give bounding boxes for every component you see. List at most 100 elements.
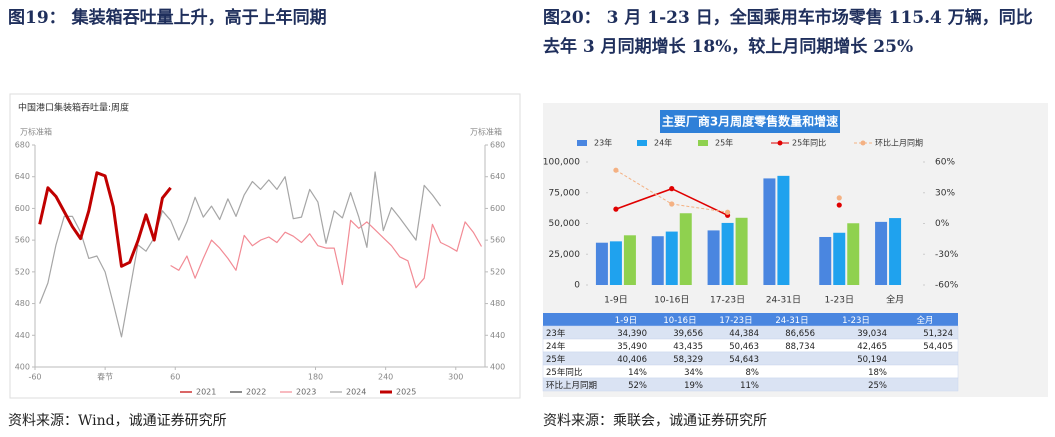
- series-line: [39, 171, 442, 338]
- source: 资料来源：乘联会，诚通证券研究所: [543, 413, 767, 429]
- bar: [833, 232, 846, 285]
- series-line: [170, 219, 483, 289]
- x-tick-label: 17-23日: [710, 295, 745, 306]
- table-row-label: 25年同比: [546, 367, 582, 378]
- table-header-cell: 1-23日: [842, 316, 870, 326]
- point: [836, 202, 842, 208]
- table-cell: 39,034: [857, 329, 887, 339]
- series-line: [38, 171, 172, 268]
- table-cell: 18%: [868, 368, 887, 378]
- bar: [665, 231, 678, 285]
- legend-label: 2021: [196, 388, 216, 397]
- legend-label: 环比上月同期: [875, 138, 923, 148]
- table-row-label: 25年: [546, 354, 566, 365]
- table-cell: 40,406: [617, 355, 647, 365]
- x-tick-label: 300: [448, 373, 463, 382]
- y-tick-label: 480: [15, 299, 30, 308]
- table-cell: 25%: [868, 381, 887, 391]
- y-tick-label: 0: [574, 281, 580, 291]
- chart-frame: [9, 93, 521, 399]
- y-tick-label: 75,000: [549, 188, 581, 198]
- bar: [721, 222, 734, 285]
- table-cell: 50,194: [857, 355, 887, 365]
- table-cell: 88,734: [785, 342, 815, 352]
- legend-label: 2024: [346, 388, 366, 397]
- y-tick-label: 100,000: [543, 158, 580, 168]
- table-cell: 35,490: [617, 342, 647, 352]
- y2-tick-label: 680: [490, 141, 505, 150]
- table-header-cell: 全月: [916, 315, 933, 326]
- table-row-label: 23年: [546, 328, 566, 339]
- bar: [889, 218, 902, 285]
- x-tick-label: 60: [170, 373, 180, 382]
- table-cell: 54,643: [729, 355, 759, 365]
- legend-swatch: [637, 140, 647, 146]
- x-tick-label: 1-23日: [825, 295, 854, 306]
- table-cell: 44,384: [729, 329, 759, 339]
- bar: [623, 235, 636, 285]
- y-tick-label: 600: [15, 204, 30, 213]
- bar: [819, 236, 832, 285]
- legend-label: 23年: [594, 138, 612, 148]
- bar: [651, 236, 664, 285]
- bar: [609, 241, 622, 285]
- y2-tick-label: -30%: [935, 250, 959, 260]
- bar: [595, 242, 608, 285]
- table-cell: 8%: [746, 368, 760, 378]
- x-tick-label: 全月: [886, 294, 904, 306]
- bar: [847, 223, 860, 285]
- y-tick-label: 50,000: [549, 219, 581, 229]
- legend-label: 25年: [715, 138, 733, 148]
- x-tick-label: 240: [378, 373, 393, 382]
- legend-label: 2025: [396, 388, 416, 397]
- legend-swatch: [860, 140, 866, 146]
- y-axis-label: 万标准箱: [20, 127, 52, 137]
- table-cell: 51,324: [923, 329, 953, 339]
- y-tick-label: 680: [15, 141, 30, 150]
- y2-tick-label: -60%: [935, 281, 959, 291]
- table-cell: 34,390: [617, 329, 647, 339]
- y2-tick-label: 60%: [935, 158, 955, 168]
- table-row-label: 环比上月同期: [546, 380, 597, 391]
- chart-title: 主要厂商3月周度零售数量和增速: [662, 114, 838, 129]
- y-tick-label: 560: [15, 236, 30, 245]
- heading: 图19： 集装箱吞吐量上升，高于上年同期: [8, 8, 327, 28]
- y2-tick-label: 600: [490, 204, 505, 213]
- point: [836, 195, 842, 201]
- table-cell: 34%: [684, 368, 703, 378]
- table-header: [543, 313, 958, 326]
- legend-swatch: [777, 140, 783, 146]
- x-tick-label: 10-16日: [654, 295, 689, 306]
- table-cell: 54,405: [923, 342, 953, 352]
- bar: [763, 178, 776, 285]
- y2-tick-label: 30%: [935, 188, 955, 198]
- bar: [777, 175, 790, 285]
- point: [669, 186, 675, 192]
- point: [669, 201, 675, 207]
- bar: [875, 221, 888, 285]
- y2-tick-label: 640: [490, 172, 505, 181]
- y-tick-label: 25,000: [549, 250, 581, 260]
- legend-label: 2023: [296, 388, 316, 397]
- point: [613, 167, 619, 173]
- x-tick-label: 24-31日: [766, 295, 801, 306]
- x-tick-label: 180: [308, 373, 323, 382]
- bar: [707, 230, 720, 285]
- y2-tick-label: 0%: [935, 219, 950, 229]
- y2-axis-label: 万标准箱: [470, 127, 502, 137]
- legend-swatch: [577, 140, 587, 146]
- table-cell: 58,329: [673, 355, 703, 365]
- table-cell: 42,465: [857, 342, 887, 352]
- table-cell: 39,656: [673, 329, 703, 339]
- table-row-label: 24年: [546, 341, 566, 352]
- y-tick-label: 520: [15, 267, 30, 276]
- legend-label: 24年: [654, 138, 672, 148]
- y2-tick-label: 480: [490, 299, 505, 308]
- y-tick-label: 440: [15, 331, 30, 340]
- table-cell: 43,435: [673, 342, 703, 352]
- x-tick-label: -60: [28, 373, 41, 382]
- bar: [679, 213, 692, 285]
- x-tick-label: 1-9日: [604, 295, 628, 306]
- table-cell: 14%: [628, 368, 647, 378]
